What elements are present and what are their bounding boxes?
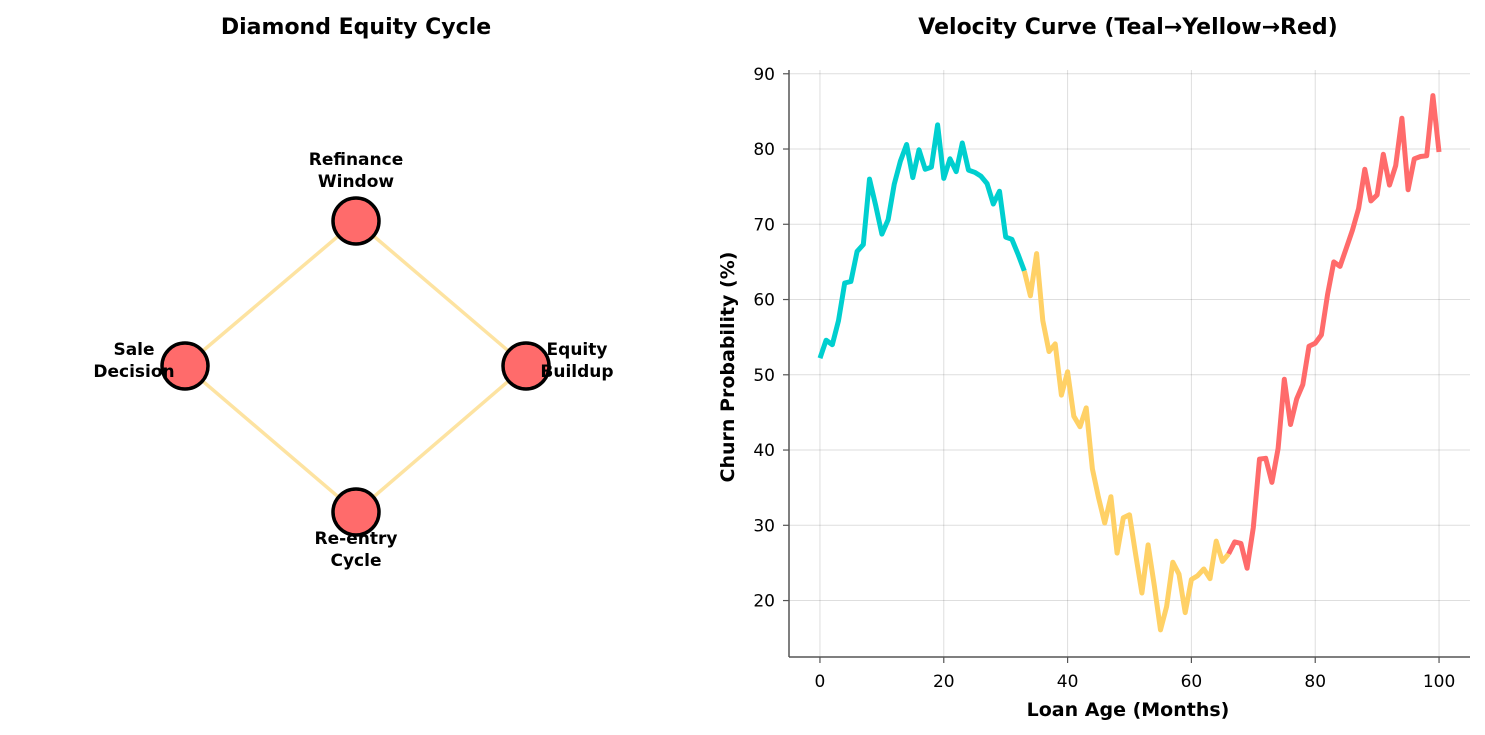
node-label: Refinance: [309, 150, 404, 170]
velocity-chart: Velocity Curve (Teal→Yellow→Red) 0 20 40 60…: [717, 15, 1470, 721]
chart-lines: [817, 93, 1442, 633]
node-label: Sale: [113, 340, 154, 360]
x-tick-label: 60: [1181, 672, 1203, 692]
node-circle: [160, 341, 210, 391]
x-tick-label: 0: [815, 672, 826, 692]
edge-equity-reentry: [354, 364, 528, 514]
node-label: Equity: [547, 340, 608, 360]
node-label: Decision: [93, 362, 174, 382]
y-tick-label: 20: [753, 592, 775, 612]
x-tick-label: 100: [1423, 672, 1455, 692]
edge-refinance-equity: [354, 219, 528, 368]
diagram-edges: [183, 219, 528, 514]
node-label: Re-entry: [315, 529, 398, 549]
chart-title: Velocity Curve (Teal→Yellow→Red): [918, 15, 1337, 40]
y-tick-label: 50: [753, 366, 775, 386]
x-tick-label: 80: [1304, 672, 1326, 692]
x-axis-label: Loan Age (Months): [1027, 699, 1230, 721]
x-tick-label: 40: [1057, 672, 1079, 692]
series-segment-2: [1021, 251, 1231, 633]
series-segment-3: [1226, 93, 1442, 571]
node-label: Buildup: [540, 362, 613, 382]
y-tick-label: 30: [753, 516, 775, 536]
y-tick-label: 80: [753, 140, 775, 160]
diagram-title: Diamond Equity Cycle: [221, 15, 491, 40]
edge-reentry-sale: [183, 364, 358, 514]
y-tick-label: 70: [753, 215, 775, 235]
chart-ticks: 0 20 40 60 80 100 20 30 40 50 60 70 80 90: [753, 65, 1455, 692]
node-circle: [501, 341, 551, 391]
node-label: Cycle: [331, 551, 382, 571]
y-tick-label: 40: [753, 441, 775, 461]
node-circle: [331, 487, 381, 537]
x-tick-label: 20: [933, 672, 955, 692]
series-segment-1: [817, 122, 1027, 360]
edge-sale-refinance: [183, 219, 358, 368]
chart-axes: [788, 70, 1470, 658]
node-label: Window: [318, 172, 395, 192]
y-axis-label: Churn Probability (%): [717, 252, 739, 483]
y-tick-label: 60: [753, 291, 775, 311]
y-tick-label: 90: [753, 65, 775, 85]
chart-grid: [789, 70, 1470, 657]
node-circle: [331, 196, 381, 246]
